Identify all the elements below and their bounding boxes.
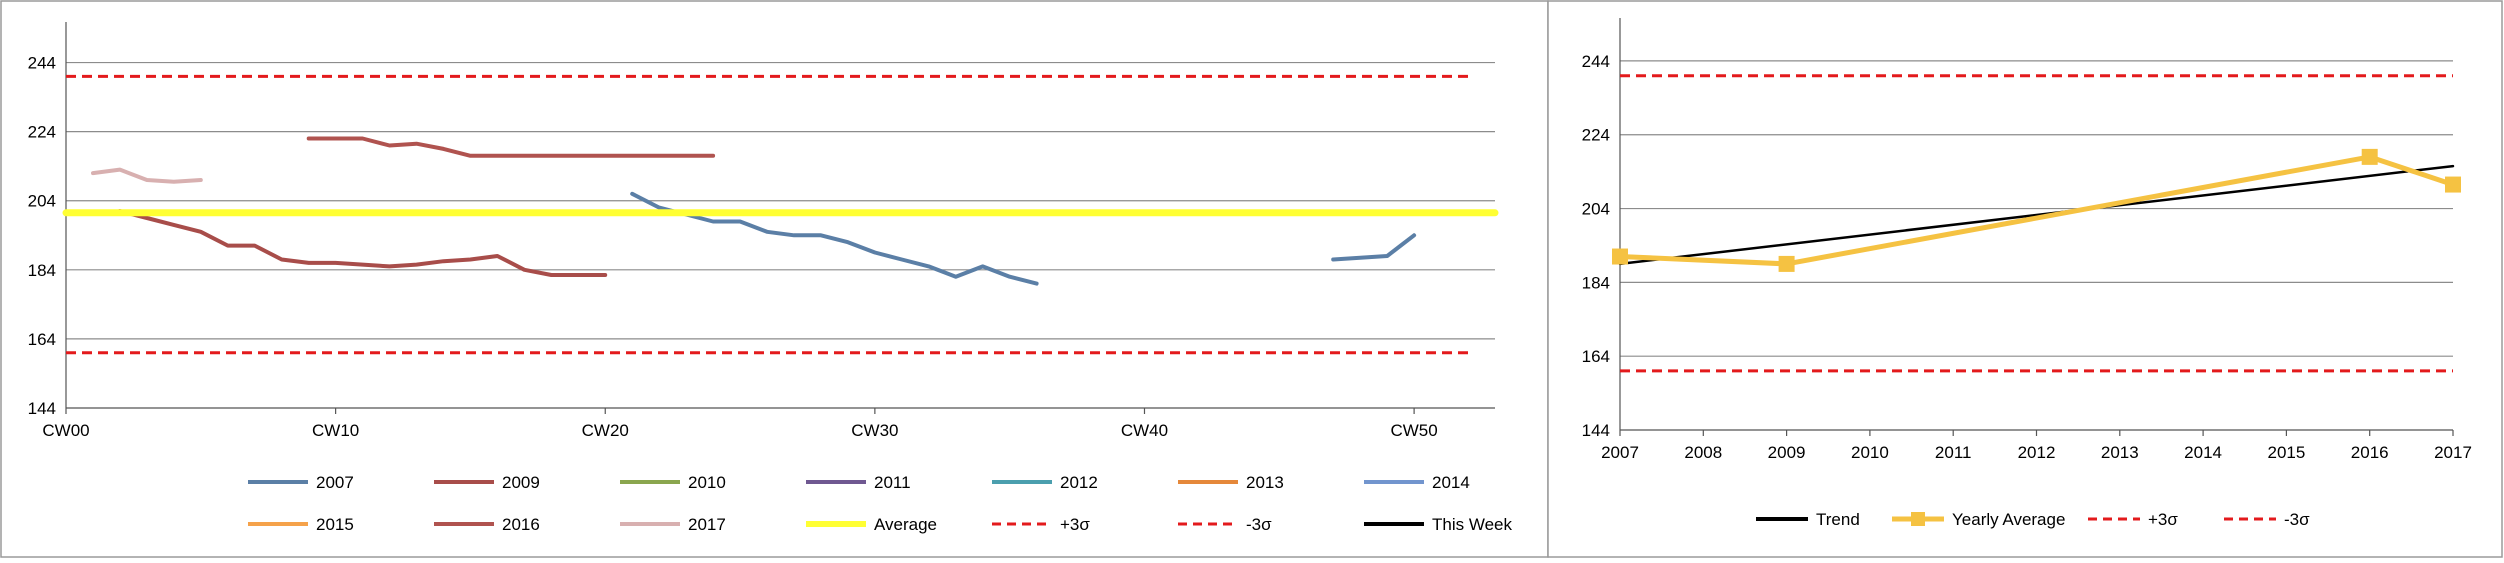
- y-tick-label-244: 244: [1582, 52, 1610, 71]
- legend-label-trend: Trend: [1816, 510, 1860, 529]
- series-line-2009-2: [117, 209, 608, 277]
- data-point-yearly-average-2017: [2445, 176, 2461, 193]
- y-tick-label-244: 244: [28, 54, 56, 73]
- data-point-yearly-average-2016: [2361, 148, 2378, 165]
- x-tick-label-cw40: CW40: [1121, 421, 1168, 440]
- x-tick-label-2013: 2013: [2101, 443, 2139, 462]
- data-point-yearly-average-2009: [1778, 255, 1795, 272]
- legend-label-2012: 2012: [1060, 473, 1098, 492]
- y-tick-label-204: 204: [1582, 200, 1610, 219]
- y-tick-label-164: 164: [28, 330, 56, 349]
- x-tick-label-2007: 2007: [1601, 443, 1639, 462]
- y-tick-label-184: 184: [28, 261, 56, 280]
- legend-label-2009: 2009: [502, 473, 540, 492]
- x-tick-label-cw20: CW20: [582, 421, 629, 440]
- y-tick-label-164: 164: [1582, 347, 1610, 366]
- y-tick-label-204: 204: [28, 192, 56, 211]
- legend-marker-yearly-average: [1911, 512, 1925, 526]
- x-tick-label-cw10: CW10: [312, 421, 359, 440]
- legend-label-2014: 2014: [1432, 473, 1470, 492]
- legend-label-minus-3-sigma: -3σ: [1246, 515, 1272, 534]
- y-tick-label-144: 144: [1582, 421, 1610, 440]
- legend-label-2016: 2016: [502, 515, 540, 534]
- legend-label-2017: 2017: [688, 515, 726, 534]
- legend-label-2015: 2015: [316, 515, 354, 534]
- y-tick-label-224: 224: [28, 123, 56, 142]
- x-tick-label-2017: 2017: [2434, 443, 2472, 462]
- y-tick-label-184: 184: [1582, 273, 1610, 292]
- legend-label-average: Average: [874, 515, 937, 534]
- legend-label-2011: 2011: [874, 473, 911, 492]
- legend-label-2013: 2013: [1246, 473, 1284, 492]
- legend-label-yearly-average: Yearly Average: [1952, 510, 2065, 529]
- series-line-trend-0: [1618, 164, 2455, 266]
- x-tick-label-2016: 2016: [2351, 443, 2389, 462]
- yearly-chart: 144 164 184 204 224 244 2007 2008 2009 2010 2011 20…: [1582, 18, 2472, 529]
- x-tick-label-2008: 2008: [1684, 443, 1722, 462]
- legend-label-2007: 2007: [316, 473, 354, 492]
- x-tick-label-2011: 2011: [1935, 443, 1972, 462]
- series-line-2017-10: [91, 167, 203, 184]
- series-line-2007-1: [1331, 233, 1417, 262]
- legend-label-minus-3-sigma: -3σ: [2284, 510, 2310, 529]
- left-chart-frame: [0, 0, 1549, 558]
- y-tick-label-144: 144: [28, 399, 56, 418]
- x-tick-label-2014: 2014: [2184, 443, 2222, 462]
- legend-label-this-week: This Week: [1432, 515, 1512, 534]
- x-tick-label-cw00: CW00: [42, 421, 89, 440]
- legend-label-2010: 2010: [688, 473, 726, 492]
- right-chart-frame: [1547, 0, 2503, 558]
- x-tick-label-2015: 2015: [2267, 443, 2305, 462]
- legend-label-plus-3-sigma: +3σ: [1060, 515, 1090, 534]
- x-tick-label-2012: 2012: [2018, 443, 2056, 462]
- legend-label-plus-3-sigma: +3σ: [2148, 510, 2178, 529]
- y-tick-label-224: 224: [1582, 126, 1610, 145]
- x-tick-label-2009: 2009: [1768, 443, 1806, 462]
- x-tick-label-cw30: CW30: [851, 421, 898, 440]
- weekly-chart: 144 164 184 204 224 244 CW00 CW10 CW20 CW30 CW40 CW…: [28, 22, 1512, 534]
- x-tick-label-2010: 2010: [1851, 443, 1889, 462]
- data-point-yearly-average-2007: [1612, 248, 1628, 265]
- x-tick-label-cw50: CW50: [1390, 421, 1437, 440]
- series-line-2007-0: [630, 191, 1039, 286]
- series-line-2016-9: [306, 136, 716, 158]
- series-line-yearly-average-1: [1617, 154, 2456, 267]
